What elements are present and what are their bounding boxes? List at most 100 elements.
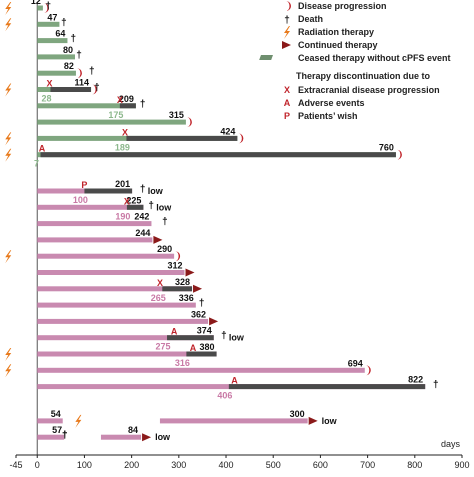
legend-letter-icon: X — [284, 85, 290, 95]
patient-bar — [37, 21, 60, 27]
bar-value-label: 244 — [135, 228, 150, 238]
second-bar-value-label: 84 — [128, 425, 138, 435]
progression-marker — [76, 68, 82, 79]
bar-value-label: 64 — [55, 29, 65, 39]
patient-bar — [37, 38, 68, 44]
patient-bar — [37, 119, 186, 125]
bar-value-label: 114 — [75, 78, 90, 88]
death-marker: † — [62, 430, 68, 441]
patient-bar — [37, 103, 136, 109]
radiation-icon — [5, 250, 12, 264]
ceased-start-label: 316 — [175, 358, 190, 368]
legend-entry-label: Adverse events — [298, 98, 365, 108]
legend-ceased-icon — [259, 55, 273, 60]
progression-marker — [92, 84, 98, 95]
bar-value-label: 760 — [379, 143, 394, 153]
continued-therapy-marker — [209, 317, 219, 326]
progression-marker — [365, 365, 371, 376]
death-marker: † — [148, 200, 154, 211]
ceased-start-label: 100 — [73, 195, 88, 205]
discontinuation-letter: A — [190, 343, 197, 353]
death-marker: † — [89, 66, 95, 77]
x-tick-label: 600 — [313, 460, 328, 470]
ceased-start-label: 7 — [34, 159, 39, 169]
progression-marker — [43, 3, 49, 14]
discontinuation-letter: X — [122, 127, 128, 137]
bar-value-label: 82 — [64, 61, 74, 71]
patient-bar — [37, 318, 209, 324]
ceased-therapy-bar — [228, 384, 426, 390]
discontinuation-letter: A — [171, 327, 178, 337]
bar-value-label: 374 — [197, 326, 212, 336]
x-tick-label: -45 — [9, 460, 22, 470]
patient-bar — [37, 54, 75, 60]
continued-therapy-marker — [308, 416, 318, 425]
continued-therapy-marker — [153, 235, 163, 244]
legend-entry-label: Patients’ wish — [298, 111, 358, 121]
death-marker: † — [62, 430, 68, 441]
progression-marker — [175, 251, 181, 262]
bar-value-label: 242 — [134, 212, 149, 222]
x-tick-label: 800 — [407, 460, 422, 470]
second-bar-value-label: 300 — [290, 409, 305, 419]
bar-value-label: 362 — [191, 309, 206, 319]
bar-value-label: 822 — [408, 375, 423, 385]
death-marker: † — [61, 17, 67, 28]
ceased-start-label: 265 — [151, 293, 166, 303]
bar-value-label: 47 — [47, 12, 57, 22]
death-marker: † — [433, 380, 439, 391]
death-marker: † — [221, 331, 227, 342]
ceased-therapy-bar — [167, 335, 214, 341]
discontinuation-letter: A — [39, 144, 46, 154]
bar-value-label: 12 — [31, 0, 41, 6]
patient-bar — [37, 367, 365, 373]
legend-entry-label: Disease progression — [298, 1, 387, 11]
ceased-therapy-bar — [50, 87, 92, 92]
bar-value-label: 201 — [115, 179, 130, 189]
death-marker: † — [140, 99, 146, 110]
discontinuation-letter: X — [157, 278, 163, 288]
x-tick-label: 500 — [266, 460, 281, 470]
death-marker: † — [46, 1, 52, 12]
bar-value-label: 209 — [119, 94, 134, 104]
bar-value-label: 312 — [167, 261, 182, 271]
discontinuation-letter: P — [81, 180, 87, 190]
death-marker: † — [71, 34, 77, 45]
ceased-start-label: 175 — [108, 110, 123, 120]
discontinuation-letter: X — [124, 196, 130, 206]
low-label: low — [229, 333, 245, 343]
death-marker: † — [140, 184, 146, 195]
patient-bar — [37, 418, 63, 424]
legend-letter-icon: A — [284, 98, 291, 108]
ceased-therapy-bar — [40, 152, 396, 158]
bar-value-label: 80 — [63, 45, 73, 55]
death-marker: † — [162, 217, 168, 228]
legend-lightning-icon — [284, 26, 290, 39]
legend-entry-label: Death — [298, 14, 323, 24]
bar-value-label: 57 — [52, 425, 62, 435]
ceased-therapy-bar — [186, 351, 217, 357]
ceased-start-label: 28 — [41, 94, 51, 104]
radiation-icon — [75, 414, 82, 428]
ceased-start-label: 189 — [115, 142, 130, 152]
discontinuation-letter: X — [47, 79, 53, 89]
discontinuation-letter: X — [117, 95, 123, 105]
continued-therapy-marker — [185, 268, 195, 277]
patient-bar — [37, 204, 144, 210]
ceased-therapy-bar — [119, 103, 136, 109]
bar-value-label: 290 — [157, 244, 172, 254]
low-label: low — [156, 202, 172, 212]
patient-bar — [37, 237, 153, 243]
radiation-icon — [5, 18, 12, 32]
legend-crescent-icon — [286, 1, 291, 11]
patient-bar — [37, 70, 76, 76]
bar-value-label: 315 — [169, 110, 184, 120]
low-label: low — [322, 416, 338, 426]
discontinuation-letter: A — [231, 376, 238, 386]
x-tick-label: 0 — [35, 460, 40, 470]
ceased-therapy-bar — [84, 188, 133, 194]
patient-bar — [37, 351, 217, 357]
patient-bar — [37, 221, 152, 227]
radiation-icon — [5, 2, 12, 15]
